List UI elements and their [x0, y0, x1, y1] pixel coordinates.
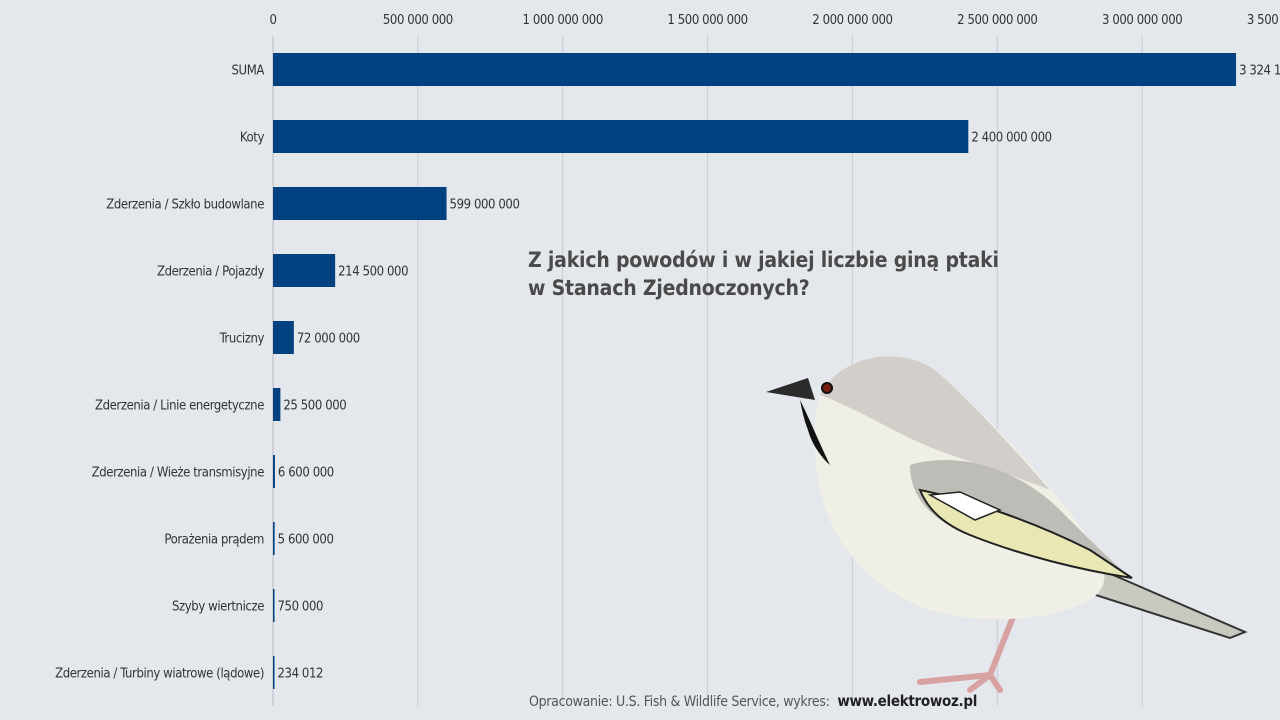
category-label: Zderzenia / Szkło budowlane [106, 198, 264, 213]
category-label: Zderzenia / Pojazdy [157, 265, 265, 280]
chart-title-line-2: w Stanach Zjednoczonych? [528, 276, 810, 300]
bar [273, 589, 275, 622]
category-label: Koty [240, 131, 265, 146]
category-label: Szyby wiertnicze [172, 600, 264, 615]
sparrow-illustration [766, 356, 1248, 693]
x-tick-label: 3 500 000 000 [1247, 13, 1280, 28]
data-label: 750 000 [278, 600, 324, 615]
source-text: Opracowanie: U.S. Fish & Wildlife Servic… [529, 694, 830, 710]
bar [273, 254, 336, 287]
bar [273, 656, 275, 689]
bar [273, 321, 294, 354]
x-tick-label: 3 000 000 000 [1102, 13, 1182, 28]
site-logo[interactable]: www.elektrowoz.pl [837, 692, 978, 710]
data-label: 72 000 000 [297, 332, 360, 347]
category-label: Zderzenia / Turbiny wiatrowe (lądowe) [55, 667, 264, 682]
chart-title-line-1: Z jakich powodów i w jakiej liczbie giną… [528, 248, 999, 272]
x-tick-label: 2 500 000 000 [957, 13, 1037, 28]
bar [273, 120, 969, 153]
bar [273, 187, 447, 220]
data-label: 234 012 [278, 667, 324, 682]
chart-title: Z jakich powodów i w jakiej liczbie giną… [528, 246, 999, 302]
data-label: 5 600 000 [278, 533, 334, 548]
bar [273, 388, 281, 421]
data-label: 2 400 000 000 [971, 131, 1051, 146]
data-label: 214 500 000 [338, 265, 408, 280]
x-tick-label: 0 [269, 13, 276, 28]
category-label: Zderzenia / Wieże transmisyjne [92, 466, 265, 481]
category-label: Porażenia prądem [164, 533, 264, 548]
category-label: SUMA [232, 64, 265, 79]
bar [273, 522, 275, 555]
bar [273, 455, 275, 488]
data-label: 6 600 000 [278, 466, 334, 481]
x-tick-label: 1 500 000 000 [667, 13, 747, 28]
data-label: 3 324 184 012 [1239, 64, 1280, 79]
x-tick-label: 500 000 000 [383, 13, 453, 28]
bar [273, 53, 1237, 86]
data-label: 599 000 000 [450, 198, 520, 213]
data-label: 25 500 000 [283, 399, 346, 414]
x-tick-label: 1 000 000 000 [523, 13, 603, 28]
category-label: Zderzenia / Linie energetyczne [95, 399, 264, 414]
category-label: Trucizny [219, 332, 265, 347]
x-tick-label: 2 000 000 000 [812, 13, 892, 28]
footer: Opracowanie: U.S. Fish & Wildlife Servic… [529, 692, 977, 710]
